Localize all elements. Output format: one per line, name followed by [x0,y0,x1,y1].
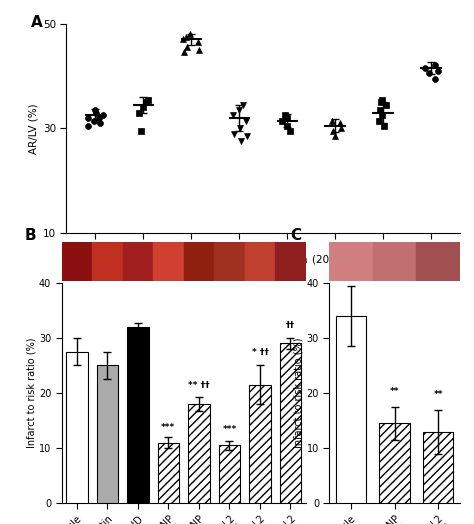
Bar [62,242,92,281]
Text: C: C [290,228,301,243]
Point [422,64,429,72]
Point [377,98,384,106]
Point [329,127,337,135]
Point [183,43,191,51]
Text: A: A [31,15,43,30]
Point [431,61,439,70]
Bar [184,242,214,281]
Point [336,119,344,127]
Bar [97,366,118,503]
Point [95,114,103,122]
Text: **: ** [433,389,443,399]
Point [382,101,390,109]
Point [180,48,187,57]
Bar [373,242,416,281]
Point [286,127,294,135]
Point [377,106,384,114]
Point [90,116,98,125]
Point [243,132,251,140]
Point [331,132,338,140]
Point [179,35,187,43]
Point [337,124,345,133]
Point [242,116,250,125]
Bar [188,404,210,503]
Point [236,124,244,133]
Point [283,122,290,130]
Bar [379,423,410,503]
Point [375,116,383,125]
Bar [423,432,453,503]
Bar [158,442,179,503]
Point [240,101,247,109]
Point [186,30,194,38]
Point [229,111,237,119]
Y-axis label: AR/LV (%): AR/LV (%) [28,103,39,154]
Point [278,116,286,125]
Text: B: B [25,228,36,243]
Bar [245,242,275,281]
Bar [280,344,301,503]
Point [328,116,336,125]
Bar [92,242,123,281]
Point [96,119,104,127]
Y-axis label: Infarct to risk ratio (%): Infarct to risk ratio (%) [294,338,304,448]
Point [237,137,245,146]
Point [194,38,202,46]
Point [84,114,91,122]
Point [426,69,433,78]
Point [139,103,147,112]
Bar [153,242,184,281]
Point [137,127,145,135]
Point [281,111,289,119]
Bar [336,316,366,503]
Point [431,74,438,83]
Point [100,111,107,119]
Text: * ††: * †† [252,348,268,357]
Bar [219,445,240,503]
Y-axis label: Infarct to risk ratio (%): Infarct to risk ratio (%) [26,338,36,448]
Bar [123,242,153,281]
Text: ***: *** [161,422,175,432]
Bar [275,242,306,281]
Point [142,98,150,106]
Point [91,106,99,114]
Point [136,108,143,117]
Point [92,108,100,117]
Point [195,46,202,54]
Text: ***: *** [222,425,237,434]
Point [283,114,291,122]
Point [379,95,386,104]
Point [378,111,386,119]
Bar [249,385,271,503]
Text: ** ††: ** †† [188,381,210,390]
Point [236,106,243,114]
Point [182,32,190,41]
Text: ††: †† [286,321,295,330]
Point [434,67,442,75]
Bar [416,242,460,281]
Point [231,129,238,138]
Bar [127,327,148,503]
Point [84,122,91,130]
Bar [214,242,245,281]
Text: **: ** [390,387,400,396]
Bar [329,242,373,281]
Bar [66,352,88,503]
Point [381,122,388,130]
Point [145,95,152,104]
